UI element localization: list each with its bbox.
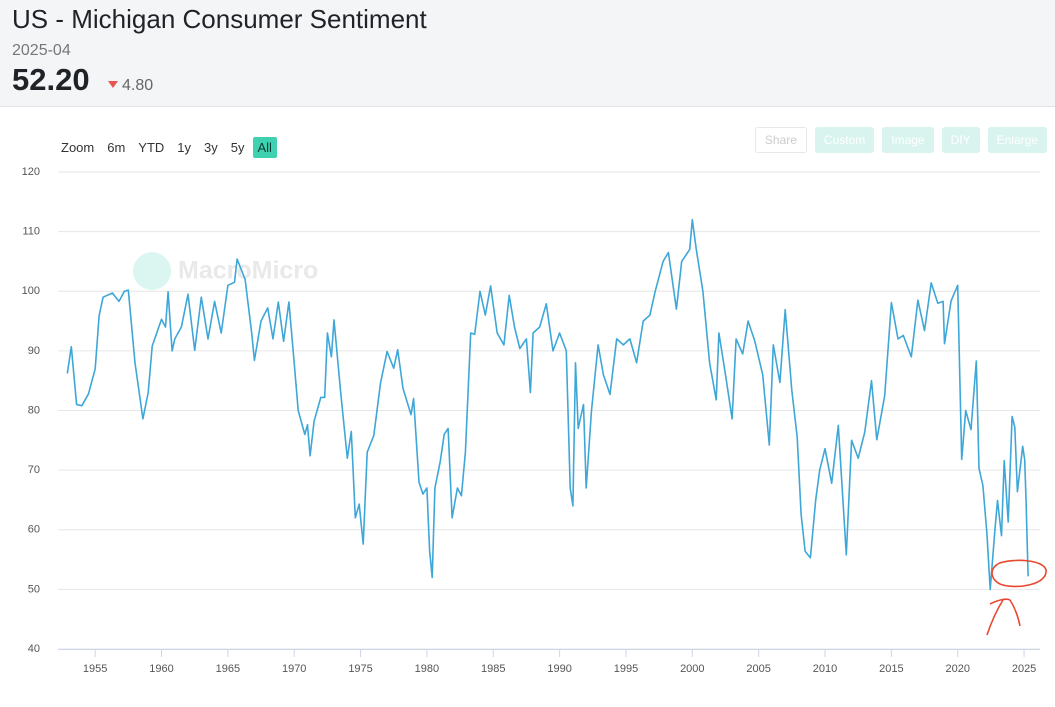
series-line [66,218,1029,591]
change-value: 4.80 [122,77,154,94]
range-button[interactable]: 1y [177,140,192,155]
tool-button[interactable]: Image [882,127,934,153]
chart-tools: Share Custom Image DIY Enlarge [754,127,1047,153]
y-tick-label: 110 [22,226,40,238]
y-tick-label: 80 [28,404,40,416]
y-tick-label: 60 [28,524,40,536]
y-tick-label: 100 [22,285,40,297]
header: US - Michigan Consumer Sentiment 2025-04… [0,0,1055,107]
zoom-label: Zoom [61,140,95,155]
range-button[interactable]: 6m [107,140,126,155]
x-tick-label: 1960 [149,663,173,675]
x-tick-label: 2025 [1012,663,1036,675]
y-tick-label: 40 [28,643,40,655]
tool-button[interactable]: Enlarge [987,127,1047,153]
page-title: US - Michigan Consumer Sentiment [12,4,427,34]
x-tick-label: 2000 [680,663,704,675]
watermark-logo [133,252,171,290]
x-tick-label: 2020 [945,663,969,675]
x-tick-label: 1985 [481,663,505,675]
watermark-text: MacroMicro [178,257,318,285]
x-tick-label: 1980 [415,663,439,675]
range-button[interactable]: 3y [204,140,218,155]
annotation-circle [991,559,1047,588]
tool-button[interactable]: DIY [941,127,980,153]
x-tick-label: 2005 [746,663,770,675]
x-tick-label: 1975 [348,663,372,675]
x-tick-label: 1990 [547,663,571,675]
range-button[interactable]: YTD [138,140,165,155]
x-tick-label: 1965 [216,663,240,675]
range-button[interactable]: 5y [230,140,245,155]
tool-button[interactable]: Share [754,127,807,153]
change-arrow [108,81,118,88]
annotation-arrow [986,598,1021,636]
y-tick-label: 120 [22,166,40,178]
y-tick-label: 70 [28,464,40,476]
latest-value: 52.20 [12,62,90,97]
y-tick-label: 90 [28,345,40,357]
x-tick-label: 2010 [813,663,837,675]
tool-button[interactable]: Custom [814,127,875,153]
range-button[interactable]: All [252,137,277,158]
latest-date: 2025-04 [12,42,71,59]
y-tick-label: 50 [28,583,40,595]
x-tick-label: 1955 [83,663,107,675]
x-tick-label: 2015 [879,663,903,675]
x-tick-label: 1995 [614,663,638,675]
change: 4.80 [108,77,153,95]
watermark: MacroMicro [133,252,318,290]
range-selector: Zoom 6m YTD 1y 3y 5y All [56,137,280,158]
x-tick-label: 1970 [282,663,306,675]
